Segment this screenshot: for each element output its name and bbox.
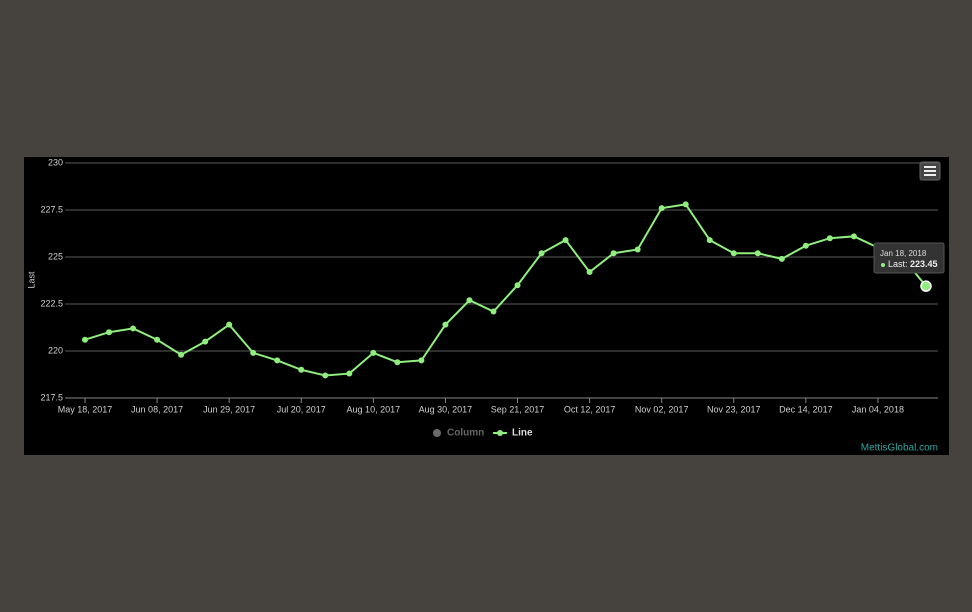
x-tick-label: May 18, 2017: [58, 404, 113, 414]
point: [706, 237, 713, 244]
y-axis-title: Last: [26, 271, 36, 289]
point: [778, 255, 785, 262]
tooltip-dot: [881, 263, 885, 267]
menu-button[interactable]: [919, 161, 941, 181]
point: [466, 297, 473, 304]
point: [106, 329, 113, 336]
x-tick-label: Nov 23, 2017: [707, 404, 761, 414]
y-tick-label: 227.5: [40, 204, 63, 214]
point: [322, 372, 329, 379]
point: [130, 325, 137, 332]
line-series: [84, 203, 927, 377]
point: [226, 321, 233, 328]
x-tick-label: Sep 21, 2017: [491, 404, 545, 414]
legend-marker: [497, 430, 503, 436]
point: [658, 205, 665, 212]
point: [514, 282, 521, 289]
x-tick-label: Jan 04, 2018: [852, 404, 904, 414]
x-tick-label: Oct 12, 2017: [564, 404, 616, 414]
point: [178, 351, 185, 358]
point: [634, 246, 641, 253]
tooltip-text: Last: 223.45: [888, 259, 938, 269]
tooltip-value: 223.45: [910, 259, 938, 269]
x-tick-label: Aug 30, 2017: [419, 404, 473, 414]
x-tick-label: Jul 20, 2017: [277, 404, 326, 414]
point: [394, 359, 401, 366]
point: [82, 336, 88, 343]
point: [442, 321, 449, 328]
point: [826, 235, 833, 242]
point: [802, 242, 809, 249]
chart-background: [24, 157, 949, 455]
y-tick-label: 222.5: [40, 298, 63, 308]
point: [538, 250, 545, 257]
point: [682, 201, 689, 208]
x-tick-label: Jun 29, 2017: [203, 404, 255, 414]
y-tick-label: 220: [48, 345, 63, 355]
point: [370, 349, 377, 356]
tooltip-box: [873, 242, 945, 274]
x-tick-label: Jun 08, 2017: [131, 404, 183, 414]
point: [610, 250, 617, 257]
point: [346, 370, 353, 377]
point: [298, 366, 305, 373]
tooltip-date: Jan 18, 2018: [880, 249, 927, 258]
credit: MettisGlobal.com: [861, 443, 938, 454]
x-tick-label: Aug 10, 2017: [347, 404, 401, 414]
point: [850, 233, 857, 240]
point: [490, 308, 497, 315]
legend-label[interactable]: Line: [512, 428, 533, 439]
point: [562, 237, 569, 244]
point: [586, 269, 593, 276]
point: [920, 280, 932, 292]
legend-label[interactable]: Column: [447, 428, 484, 439]
tooltip-sep: :: [905, 259, 910, 269]
tooltip-name: Last: [888, 259, 906, 269]
point: [202, 338, 209, 345]
point: [754, 250, 761, 257]
point: [250, 349, 257, 356]
point: [274, 357, 281, 364]
point: [154, 336, 161, 343]
y-tick-label: 225: [48, 251, 63, 261]
point: [418, 357, 425, 364]
point: [730, 250, 737, 257]
legend-marker: [433, 429, 441, 437]
x-tick-label: Nov 02, 2017: [635, 404, 689, 414]
y-tick-label: 230: [48, 157, 63, 167]
y-tick-label: 217.5: [40, 392, 63, 402]
x-tick-label: Dec 14, 2017: [779, 404, 833, 414]
